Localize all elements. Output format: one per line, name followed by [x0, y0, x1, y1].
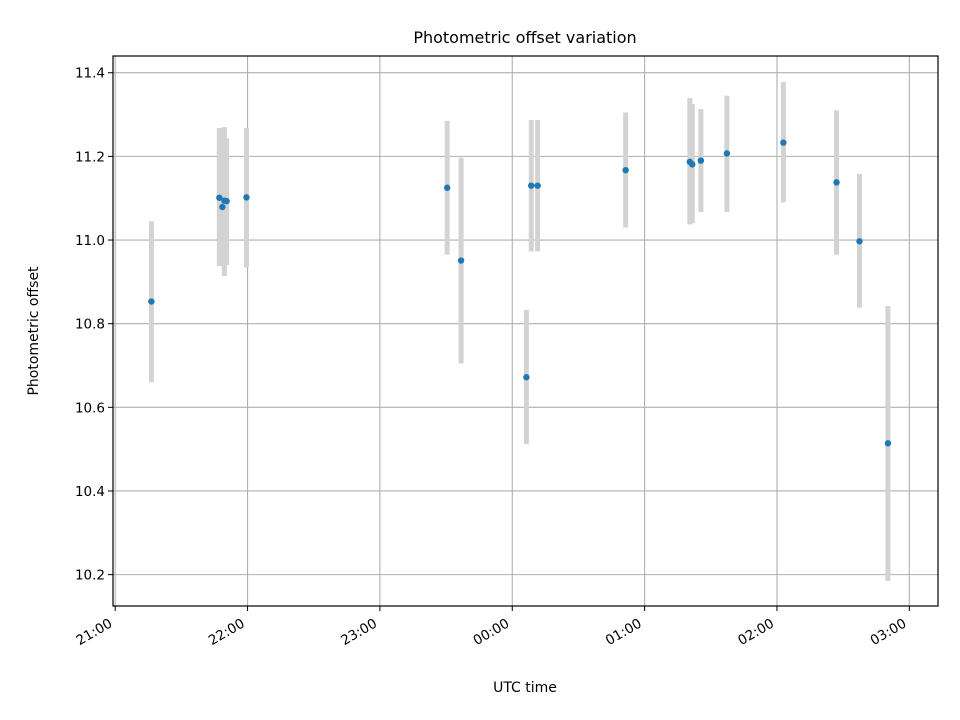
y-tick-label: 10.2 [75, 568, 105, 584]
data-point [723, 150, 731, 157]
x-tick-label: 03:00 [868, 616, 910, 649]
data-point [523, 374, 530, 381]
data-point [148, 298, 155, 305]
data-point [622, 166, 629, 174]
data-point [243, 194, 250, 201]
x-tick-label: 23:00 [338, 616, 380, 649]
data-point [457, 257, 465, 264]
x-axis-ticks: 21:00 22:00 23:00 00:00 01:00 02:00 03:00 [74, 606, 910, 649]
y-tick-label: 11.4 [75, 66, 105, 82]
x-tick-label: 02:00 [735, 616, 777, 649]
y-tick-label: 10.4 [75, 484, 105, 500]
data-point [689, 161, 696, 168]
data-point [833, 179, 840, 186]
x-axis-label: UTC time [493, 680, 557, 696]
x-tick-label: 22:00 [206, 616, 248, 649]
y-tick-label: 10.6 [75, 400, 105, 416]
data-point [216, 194, 223, 201]
data-point [223, 197, 230, 205]
y-axis-ticks: 10.2 10.4 10.6 10.8 11.0 11.2 11.4 [75, 66, 113, 584]
y-tick-label: 11.2 [75, 149, 105, 165]
x-tick-label: 21:00 [74, 616, 116, 649]
data-point [856, 238, 863, 245]
y-tick-label: 10.8 [75, 317, 105, 333]
x-tick-label: 00:00 [471, 616, 513, 649]
data-point [443, 184, 451, 191]
chart-title: Photometric offset variation [413, 28, 636, 47]
data-point [528, 182, 535, 189]
y-tick-label: 11.0 [75, 233, 105, 249]
data-point [884, 440, 892, 447]
data-point [697, 157, 705, 164]
plot-area-frame [112, 55, 939, 607]
data-point [534, 182, 541, 189]
x-tick-label: 01:00 [603, 616, 645, 649]
data-point [780, 139, 787, 146]
data-points [148, 139, 892, 447]
data-point [219, 203, 226, 211]
gridlines [113, 56, 938, 606]
y-axis-label: Photometric offset [26, 266, 42, 396]
